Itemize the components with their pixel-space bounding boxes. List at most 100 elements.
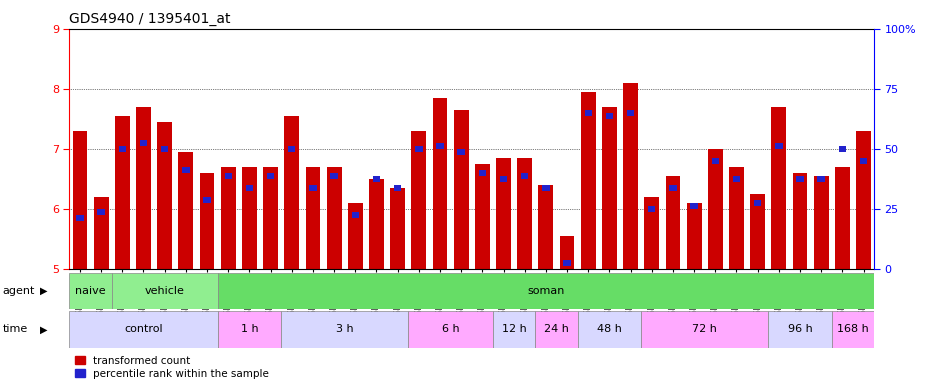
Bar [182, 167, 190, 173]
Bar [536, 311, 577, 348]
Bar [433, 98, 448, 269]
Bar [352, 212, 359, 218]
Text: time: time [3, 324, 28, 334]
Bar [140, 140, 147, 146]
Bar [665, 176, 681, 269]
Bar [179, 152, 193, 269]
Bar [246, 185, 253, 191]
Text: ▶: ▶ [40, 286, 47, 296]
Bar [217, 273, 874, 309]
Bar [217, 311, 281, 348]
Bar [221, 167, 236, 269]
Bar [832, 311, 874, 348]
Bar [204, 197, 211, 203]
Bar [369, 179, 384, 269]
Bar [818, 176, 825, 182]
Bar [412, 131, 426, 269]
Bar [729, 167, 744, 269]
Bar [669, 185, 677, 191]
Bar [648, 206, 656, 212]
Bar [708, 149, 722, 269]
Bar [136, 107, 151, 269]
Text: 168 h: 168 h [837, 324, 869, 334]
Text: 48 h: 48 h [597, 324, 622, 334]
Bar [560, 236, 574, 269]
Bar [458, 149, 465, 155]
Bar [330, 173, 338, 179]
Bar [284, 116, 299, 269]
Bar [645, 197, 660, 269]
Legend: transformed count, percentile rank within the sample: transformed count, percentile rank withi… [75, 356, 269, 379]
Bar [857, 131, 871, 269]
Bar [493, 311, 536, 348]
Bar [309, 185, 316, 191]
Bar [394, 185, 401, 191]
Bar [769, 311, 832, 348]
Text: agent: agent [3, 286, 35, 296]
Text: 3 h: 3 h [336, 324, 353, 334]
Text: 1 h: 1 h [240, 324, 258, 334]
Bar [200, 173, 215, 269]
Bar [161, 146, 168, 152]
Bar [373, 176, 380, 182]
Bar [496, 158, 511, 269]
Bar [771, 107, 786, 269]
Bar [288, 146, 295, 152]
Bar [93, 197, 108, 269]
Bar [348, 203, 363, 269]
Text: ▶: ▶ [40, 324, 47, 334]
Bar [454, 110, 469, 269]
Bar [266, 173, 275, 179]
Text: soman: soman [527, 286, 564, 296]
Bar [627, 110, 635, 116]
Bar [860, 158, 868, 164]
Bar [814, 176, 829, 269]
Bar [793, 173, 808, 269]
Text: 12 h: 12 h [501, 324, 526, 334]
Bar [500, 176, 507, 182]
Bar [690, 203, 697, 209]
Bar [835, 167, 850, 269]
Bar [711, 158, 719, 164]
Bar [581, 92, 596, 269]
Bar [76, 215, 83, 221]
Text: vehicle: vehicle [144, 286, 185, 296]
Bar [281, 311, 408, 348]
Bar [118, 146, 126, 152]
Bar [437, 143, 444, 149]
Bar [112, 273, 217, 309]
Bar [750, 194, 765, 269]
Bar [686, 203, 701, 269]
Bar [69, 273, 112, 309]
Text: 24 h: 24 h [544, 324, 569, 334]
Bar [475, 164, 489, 269]
Bar [538, 185, 553, 269]
Bar [585, 110, 592, 116]
Bar [517, 158, 532, 269]
Bar [263, 167, 278, 269]
Text: control: control [124, 324, 163, 334]
Bar [305, 167, 320, 269]
Bar [242, 167, 257, 269]
Bar [754, 200, 761, 206]
Bar [623, 83, 638, 269]
Bar [733, 176, 740, 182]
Bar [521, 173, 528, 179]
Bar [69, 311, 217, 348]
Bar [602, 107, 617, 269]
Bar [97, 209, 105, 215]
Bar [478, 170, 486, 176]
Bar [542, 185, 549, 191]
Bar [775, 143, 783, 149]
Bar [390, 188, 405, 269]
Bar [563, 260, 571, 266]
Bar [115, 116, 130, 269]
Bar [839, 146, 846, 152]
Text: 6 h: 6 h [442, 324, 460, 334]
Bar [796, 176, 804, 182]
Bar [157, 122, 172, 269]
Bar [415, 146, 423, 152]
Bar [408, 311, 493, 348]
Bar [225, 173, 232, 179]
Bar [606, 113, 613, 119]
